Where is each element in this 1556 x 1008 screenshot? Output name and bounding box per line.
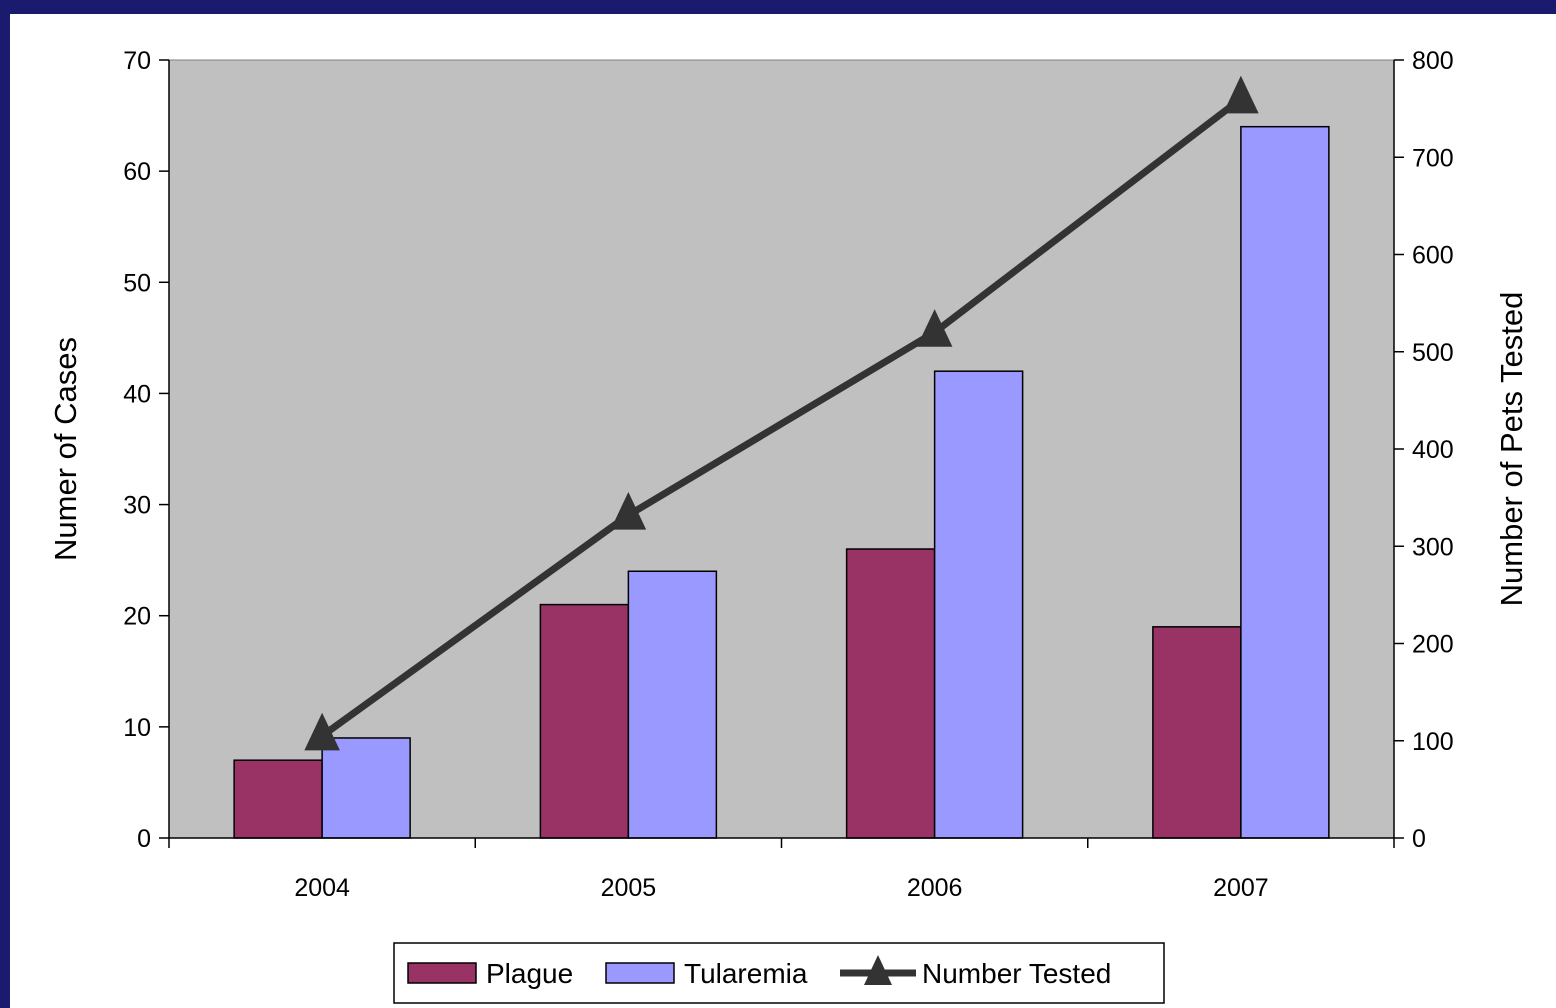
bar-tularemia-2005 (627, 570, 718, 839)
y2-tick-label-800: 800 (1412, 47, 1454, 75)
y2-tick-label-300: 300 (1412, 533, 1454, 561)
y2-tick-label-0: 0 (1412, 825, 1426, 853)
x-tick-label-2007: 2007 (1213, 874, 1269, 902)
point-number-tested-2006 (916, 309, 953, 347)
y2-tick-label-500: 500 (1412, 339, 1454, 367)
bar-plague-2006 (845, 548, 936, 839)
legend-label-plague: Plague (486, 958, 573, 989)
bar-plague-2005 (539, 603, 630, 839)
x-tick-label-2004: 2004 (294, 874, 350, 902)
y2-axis-label: Number of Pets Tested (1494, 292, 1529, 607)
legend-swatch-plague (407, 962, 477, 984)
bar-plague-2007 (1152, 626, 1242, 839)
legend-marker-number-tested (864, 955, 892, 985)
legend-label-tularemia: Tularemia (684, 958, 808, 989)
x-tick-label-2005: 2005 (601, 874, 657, 902)
x-tick-label-2006: 2006 (907, 874, 963, 902)
axes-layer: 0102030405060700100200300400500600700800… (123, 47, 1454, 902)
legend-label-number-tested: Number Tested (922, 958, 1111, 989)
y-tick-label-0: 0 (137, 825, 151, 853)
y-tick-label-10: 10 (123, 714, 151, 742)
bar-tularemia-2007 (1240, 125, 1330, 839)
y2-tick-label-700: 700 (1412, 144, 1454, 172)
bar-plague-2004 (233, 759, 323, 839)
point-number-tested-2007 (1223, 75, 1259, 114)
chart: 0102030405060700100200300400500600700800… (48, 47, 1529, 1004)
bar-tularemia-2004 (321, 737, 411, 839)
chart-frame: 0 10 20 30 40 50 60 70 0 100 200 300 400 500 600 700 800… (10, 14, 1556, 1008)
y-tick-label-50: 50 (123, 269, 151, 297)
y-axis-label: Numer of Cases (48, 337, 83, 561)
legend-box (393, 942, 1165, 1004)
y-tick-label-70: 70 (123, 47, 151, 75)
line-layer (304, 75, 1259, 751)
y-tick-label-60: 60 (123, 158, 151, 186)
y-tick-label-40: 40 (123, 380, 151, 408)
y2-tick-label-100: 100 (1412, 728, 1454, 756)
point-number-tested-2004 (304, 712, 340, 751)
bar-tularemia-2006 (933, 370, 1024, 839)
y2-tick-label-400: 400 (1412, 436, 1454, 464)
line-number-tested (320, 96, 1243, 739)
legend-swatch-tularemia (605, 962, 675, 984)
point-number-tested-2005 (610, 491, 647, 530)
y2-tick-label-600: 600 (1412, 242, 1454, 270)
y-tick-label-20: 20 (123, 603, 151, 631)
bars-layer (233, 125, 1330, 839)
legend: Plague Tularemia Number Tested (393, 942, 1165, 1004)
y-tick-label-30: 30 (123, 492, 151, 520)
y2-tick-label-200: 200 (1412, 631, 1454, 659)
